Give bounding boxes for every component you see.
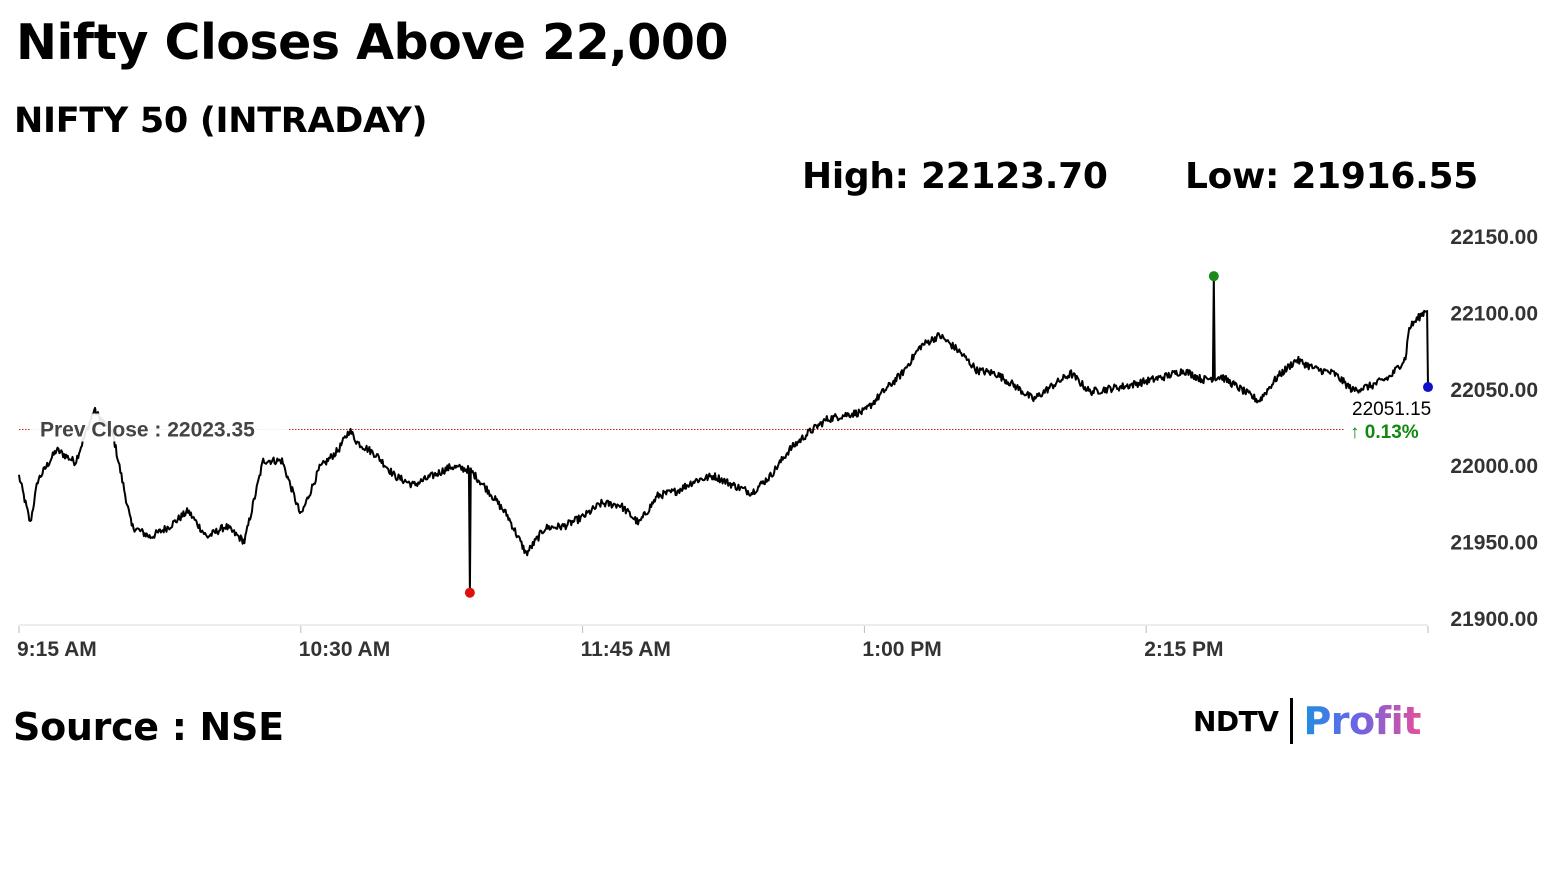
x-tick-label: 10:30 AM bbox=[299, 638, 390, 661]
change-label: ↑ 0.13% bbox=[1350, 422, 1419, 443]
y-tick-label: 22150.00 bbox=[1450, 226, 1538, 249]
brand-logo: NDTV Profit bbox=[1193, 697, 1421, 745]
brand-divider bbox=[1290, 698, 1294, 744]
low-marker bbox=[464, 587, 475, 598]
y-tick-label: 21950.00 bbox=[1450, 532, 1538, 555]
y-tick-label: 22100.00 bbox=[1450, 302, 1538, 325]
low-value: Low: 21916.55 bbox=[1185, 156, 1478, 197]
last-value-marker bbox=[1423, 382, 1433, 393]
brand-ndtv: NDTV bbox=[1193, 704, 1279, 738]
prev-close-label: Prev Close : 22023.35 bbox=[40, 419, 255, 442]
series-line bbox=[18, 275, 1429, 594]
high-value: High: 22123.70 bbox=[802, 156, 1108, 197]
chart-subtitle: NIFTY 50 (INTRADAY) bbox=[14, 101, 428, 141]
high-marker bbox=[1208, 271, 1219, 282]
y-tick-label: 22050.00 bbox=[1450, 379, 1538, 402]
y-tick-label: 22000.00 bbox=[1450, 455, 1538, 478]
chart-title: Nifty Closes Above 22,000 bbox=[16, 14, 729, 71]
brand-profit: Profit bbox=[1303, 699, 1421, 743]
x-tick-label: 9:15 AM bbox=[17, 638, 97, 661]
y-tick-label: 21900.00 bbox=[1450, 608, 1538, 631]
source-note: Source : NSE bbox=[13, 705, 284, 749]
x-tick-label: 11:45 AM bbox=[581, 638, 671, 661]
prev-close-label-bg bbox=[30, 413, 288, 442]
last-value-label: 22051.15 bbox=[1352, 399, 1431, 420]
x-tick-label: 1:00 PM bbox=[862, 638, 941, 661]
x-tick-label: 2:15 PM bbox=[1144, 638, 1223, 661]
